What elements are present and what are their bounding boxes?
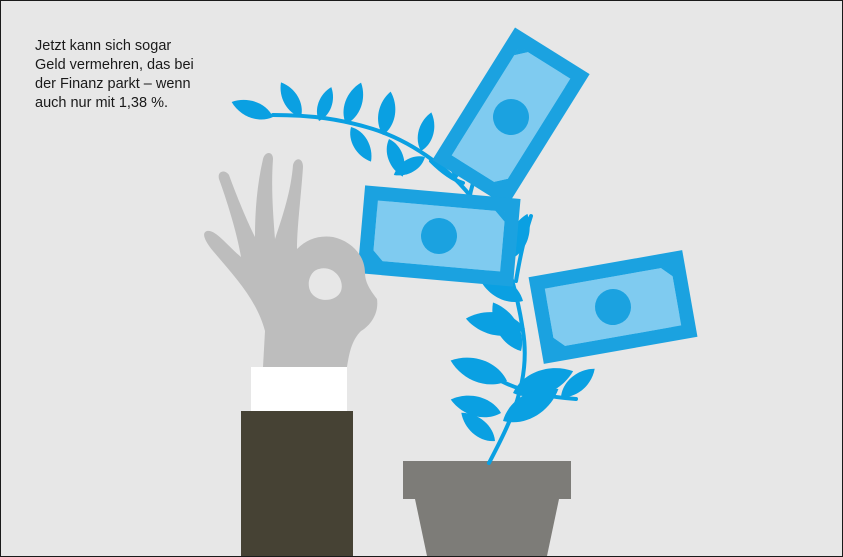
caption-text: Jetzt kann sich sogar Geld vermehren, da… xyxy=(35,38,194,111)
flower-pot xyxy=(403,461,571,556)
bill-middle xyxy=(357,185,521,287)
bill-right xyxy=(528,250,698,364)
arm xyxy=(204,153,378,556)
hand-ok-gesture xyxy=(204,153,378,367)
